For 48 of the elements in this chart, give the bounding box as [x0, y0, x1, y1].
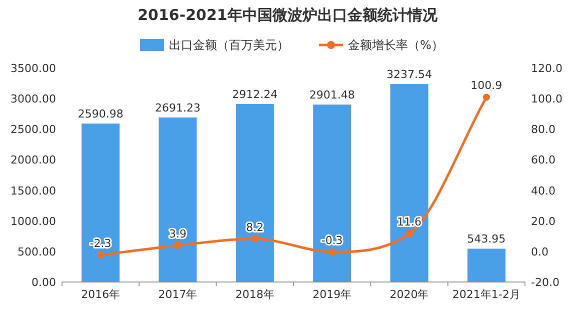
y2-tick-label: 0.0 [531, 245, 548, 258]
y2-tick-label: 20.0 [531, 214, 556, 228]
data-label: 2901.48 [309, 88, 355, 102]
x-tick-label: 2021年1-2月 [452, 288, 520, 301]
x-tick-label: 2019年 [312, 288, 352, 301]
point [406, 230, 413, 238]
data-label: -2.3 [90, 236, 112, 250]
data-label: 2691.23 [155, 101, 200, 114]
x-tick-label: 2016年 [81, 288, 120, 301]
legend-label: 出口金额（百万美元） [169, 38, 289, 52]
y-tick-label: 500.00 [18, 245, 56, 258]
point [328, 248, 336, 256]
point [251, 235, 258, 242]
bar [390, 84, 428, 282]
y2-tick-label: 40.0 [531, 184, 556, 198]
y-tick-label: 1000.00 [10, 214, 56, 228]
data-label: 2912.24 [232, 88, 278, 101]
data-label: 543.95 [467, 232, 506, 246]
bar [158, 117, 197, 282]
x-tick-label: 2020年 [390, 288, 429, 301]
x-tick-label: 2018年 [235, 288, 274, 301]
data-label: 8.2 [246, 220, 264, 234]
data-label: 100.9 [470, 79, 502, 92]
bar [236, 104, 274, 282]
bar [467, 248, 506, 282]
y-tick-label: 3500.00 [10, 62, 56, 75]
y-tick-label: 2500.00 [10, 123, 56, 136]
data-label: 3237.54 [386, 68, 432, 82]
bar [82, 124, 120, 282]
chart-title: 2016-2021年中国微波炉出口金额统计情况 [138, 6, 438, 24]
legend-label: 金额增长率（%） [348, 38, 444, 52]
data-label: 2590.98 [78, 108, 124, 121]
y2-tick-label: 120.0 [531, 62, 562, 75]
y-tick-label: 1500.00 [10, 184, 56, 198]
y2-tick-label: 60.0 [531, 154, 556, 167]
data-label: 3.9 [169, 227, 186, 240]
data-label: -0.3 [321, 234, 343, 247]
y2-tick-label: -20.0 [531, 276, 560, 289]
y-tick-label: 0.00 [32, 276, 56, 289]
bar [313, 104, 352, 282]
y-tick-label: 3000.00 [10, 92, 56, 106]
y2-tick-label: 100.0 [531, 92, 562, 106]
y2-tick-label: 80.0 [531, 123, 556, 136]
point [482, 94, 490, 101]
point [174, 242, 182, 249]
x-tick-label: 2017年 [158, 288, 198, 301]
y-tick-label: 2000.00 [10, 154, 56, 167]
point [97, 251, 104, 258]
